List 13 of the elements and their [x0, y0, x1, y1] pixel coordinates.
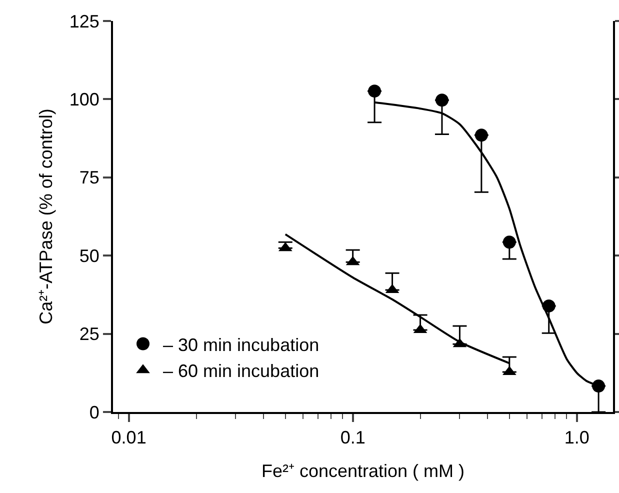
x-tick-label: 0.1	[340, 428, 366, 448]
y-tick-label: 0	[89, 402, 100, 422]
y-tick-label: 50	[79, 246, 100, 266]
y-tick-label: 25	[79, 324, 100, 344]
legend-label: – 60 min incubation	[163, 361, 320, 382]
x-axis-title: Fe²⁺ concentration ( mM )	[261, 461, 465, 481]
y-tick-label: 100	[69, 90, 100, 110]
legend-label: – 30 min incubation	[163, 334, 320, 355]
y-axis-title: Ca²⁺-ATPase (% of control)	[36, 108, 56, 324]
x-tick-label: 0.01	[111, 428, 146, 448]
y-tick-label: 75	[79, 168, 100, 188]
y-tick-label: 125	[69, 11, 100, 32]
x-tick-label: 1.0	[564, 428, 590, 448]
